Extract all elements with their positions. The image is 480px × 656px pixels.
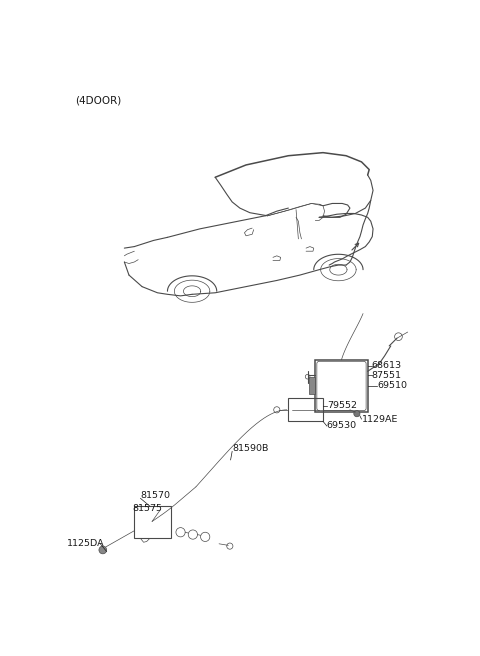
Bar [315,359,368,412]
Circle shape [99,546,107,554]
Text: 81570: 81570 [141,491,170,500]
Text: 69510: 69510 [377,381,407,390]
Circle shape [354,411,360,417]
Text: 81590B: 81590B [232,444,268,453]
Text: 81575: 81575 [133,504,163,513]
Text: (4DOOR): (4DOOR) [75,96,121,106]
Bar [288,398,323,421]
Bar [134,506,171,539]
Text: 68613: 68613 [372,361,402,371]
Text: 87551: 87551 [372,371,401,380]
Text: 1129AE: 1129AE [361,415,398,424]
Text: 79552: 79552 [327,401,357,411]
Text: 1125DA: 1125DA [67,539,105,548]
Bar [309,377,315,394]
Text: 69530: 69530 [327,422,357,430]
